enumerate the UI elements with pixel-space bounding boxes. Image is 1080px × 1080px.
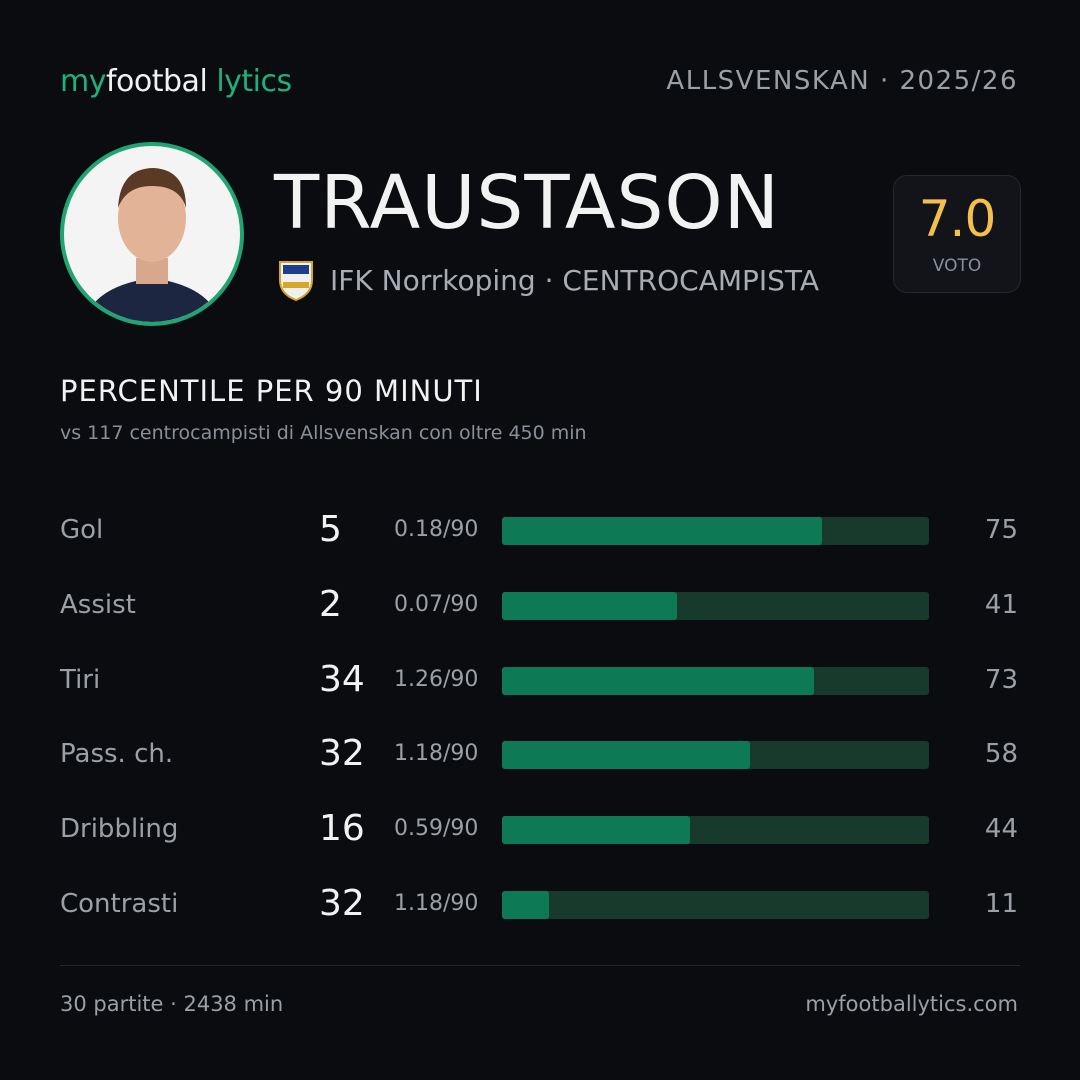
stat-label: Tiri: [60, 664, 101, 695]
percentile-bar: [502, 517, 823, 545]
player-name: TRAUSTASON: [274, 160, 781, 246]
team-role: IFK Norrkoping · CENTROCAMPISTA: [330, 264, 819, 297]
stat-total: 5: [319, 509, 342, 550]
rating-label: VOTO: [932, 256, 982, 276]
stat-total: 34: [319, 658, 365, 700]
brand-part: footbal: [105, 64, 208, 99]
team: IFK Norrkoping: [330, 264, 536, 297]
stat-total: 16: [319, 808, 365, 850]
photo-placeholder: [84, 168, 220, 322]
stat-per90: 0.07/90: [394, 591, 479, 617]
stat-label: Gol: [60, 515, 104, 545]
role: · CENTROCAMPISTA: [544, 264, 820, 297]
brand-part: lytics: [216, 64, 292, 99]
stat-label: Contrasti: [60, 889, 179, 919]
section-title: PERCENTILE PER 90 MINUTI: [60, 374, 483, 408]
percentile-bar: [502, 891, 549, 919]
percentile-bar: [502, 666, 814, 695]
stat-percentile: 58: [984, 739, 1018, 770]
stat-total: 32: [319, 733, 365, 775]
stat-per90: 1.18/90: [394, 891, 479, 916]
stat-percentile: 73: [984, 664, 1018, 695]
bar-track: [502, 741, 929, 770]
stat-label: Dribbling: [60, 814, 179, 845]
stat-per90: 0.18/90: [394, 517, 479, 542]
bar-track: [502, 816, 929, 845]
brand-logo: myfootbal lytics: [60, 64, 292, 99]
stat-label: Assist: [60, 589, 136, 620]
stat-total: 2: [319, 583, 342, 625]
stat-percentile: 41: [984, 589, 1018, 620]
percentile-bar: [502, 816, 690, 845]
club-badge: [279, 261, 313, 302]
percentile-bar: [502, 741, 750, 770]
footer-stats: 30 partite · 2438 min: [60, 992, 284, 1016]
stat-per90: 1.26/90: [394, 666, 479, 692]
section-subtitle: vs 117 centrocampisti di Allsvenskan con…: [60, 422, 587, 444]
bar-track: [502, 891, 929, 919]
league: ALLSVENSKAN · 2025/26: [666, 66, 1018, 96]
stat-per90: 1.18/90: [394, 741, 479, 767]
stat-percentile: 44: [984, 814, 1018, 845]
bar-track: [502, 591, 929, 620]
bar-track: [502, 517, 929, 545]
footer-site: myfootballytics.com: [805, 992, 1018, 1016]
rating: 7.0: [918, 190, 997, 248]
bar-track: [502, 666, 929, 695]
rating-box: 7.0 VOTO: [893, 175, 1021, 293]
divider: [60, 965, 1020, 966]
season: · 2025/26: [879, 66, 1018, 96]
stat-percentile: 75: [984, 515, 1018, 545]
brand-part: my: [60, 64, 106, 99]
league-name: ALLSVENSKAN: [666, 66, 871, 96]
stat-label: Pass. ch.: [60, 739, 174, 770]
stat-total: 32: [319, 883, 365, 924]
percentile-bar: [502, 591, 678, 620]
stat-percentile: 11: [984, 889, 1018, 919]
stat-per90: 0.59/90: [394, 816, 479, 842]
player-photo: [60, 142, 244, 326]
